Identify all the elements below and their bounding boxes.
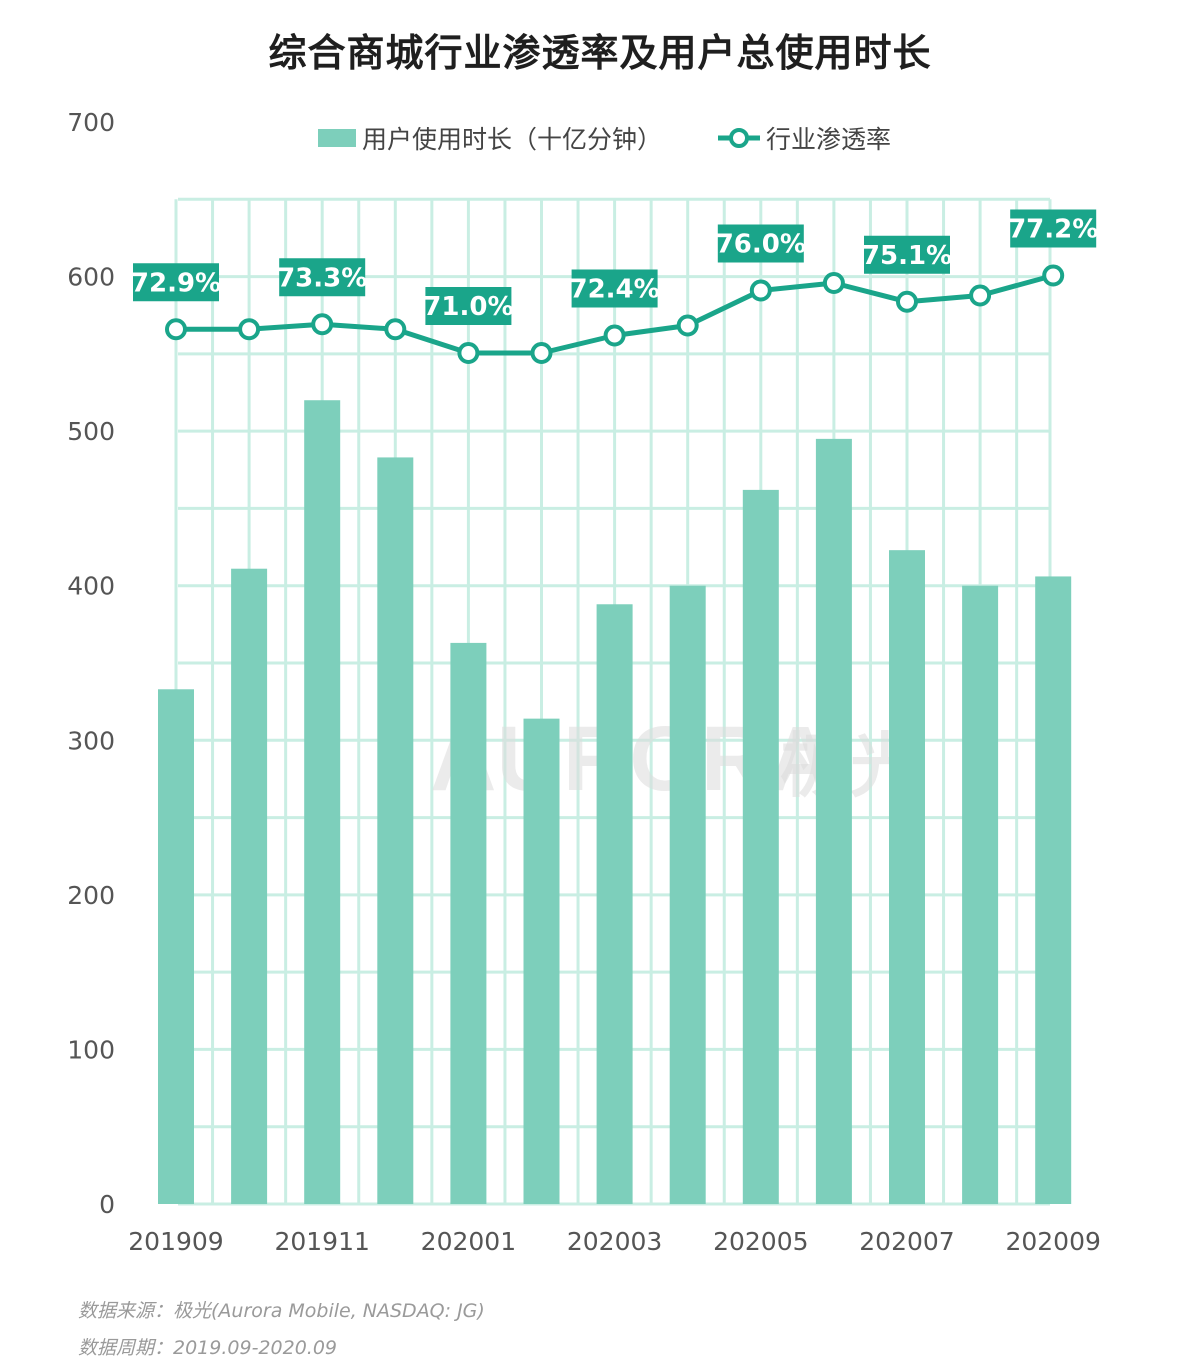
line-point	[822, 272, 845, 294]
bar	[304, 400, 341, 1204]
bars-layer	[158, 400, 1072, 1204]
data-label-bg	[571, 269, 658, 308]
data-label: 76.0%	[716, 230, 806, 260]
bar	[450, 642, 487, 1204]
y-tick-label: 0	[99, 1190, 115, 1219]
bar	[962, 585, 999, 1204]
line-layer: 72.9% 73.3% 71.0% 72.4% 76.0% 75.1% 77.2%	[131, 209, 1098, 364]
line-point	[165, 318, 187, 341]
bar	[742, 489, 779, 1204]
data-label-bg	[279, 258, 366, 297]
x-tick-label: 202001	[421, 1227, 516, 1256]
source-note: 数据来源：极光(Aurora Mobile, NASDAQ: JG)	[78, 1300, 485, 1322]
data-label-bg	[864, 235, 950, 274]
data-label: 72.4%	[569, 275, 659, 305]
y-tick-label: 700	[67, 108, 115, 137]
bar	[596, 604, 633, 1204]
x-tick-label: 201911	[274, 1227, 369, 1256]
x-tick-label: 202003	[567, 1227, 662, 1256]
data-label-bg	[425, 287, 512, 325]
y-tick-label: 100	[67, 1035, 115, 1064]
legend-bar-label: 用户使用时长（十亿分钟）	[362, 125, 662, 154]
data-label-bg	[133, 263, 219, 302]
bar	[1035, 576, 1072, 1204]
y-tick-label: 300	[67, 726, 115, 755]
legend-bar-swatch	[318, 129, 356, 147]
x-tick-label: 202005	[713, 1227, 808, 1256]
line-point	[969, 284, 992, 307]
bar	[669, 585, 706, 1204]
data-label-bg	[717, 224, 804, 263]
bar	[377, 457, 414, 1204]
y-axis: 0 100 200 300 400 500 600 700	[67, 108, 115, 1219]
y-tick-label: 600	[67, 263, 115, 292]
line-point	[676, 314, 699, 337]
y-tick-label: 200	[67, 881, 115, 910]
legend-line-label: 行业渗透率	[766, 125, 891, 154]
line-point	[311, 313, 334, 336]
x-tick-label: 202009	[1005, 1227, 1100, 1256]
line-point	[603, 324, 626, 347]
bar	[889, 550, 925, 1204]
chart-title: 综合商城行业渗透率及用户总使用时长	[268, 31, 932, 75]
line-point	[1042, 264, 1065, 287]
line-point	[384, 318, 407, 341]
legend-line-marker	[729, 128, 749, 148]
data-label: 77.2%	[1008, 215, 1098, 245]
bar	[815, 438, 852, 1204]
y-tick-label: 400	[67, 572, 115, 601]
data-label: 71.0%	[423, 292, 513, 322]
legend: 用户使用时长（十亿分钟） 行业渗透率	[318, 125, 891, 154]
bar	[231, 568, 268, 1204]
y-tick-label: 500	[67, 417, 115, 446]
line-point	[530, 342, 553, 364]
period-note: 数据周期：2019.09-2020.09	[78, 1337, 337, 1359]
line-point	[896, 290, 918, 313]
data-label: 73.3%	[277, 263, 367, 293]
data-label: 75.1%	[862, 241, 952, 271]
x-tick-label: 201909	[128, 1227, 223, 1256]
x-tick-label: 202007	[859, 1227, 954, 1256]
line-point	[238, 318, 261, 341]
line-point	[749, 279, 772, 302]
bar	[523, 718, 560, 1204]
data-label: 72.9%	[131, 268, 221, 298]
line-point	[457, 342, 480, 364]
x-axis: 201909 201911 202001 202003 202005 202007 2020…	[128, 1227, 1101, 1256]
bar	[158, 689, 194, 1204]
data-label-bg	[1010, 209, 1097, 248]
